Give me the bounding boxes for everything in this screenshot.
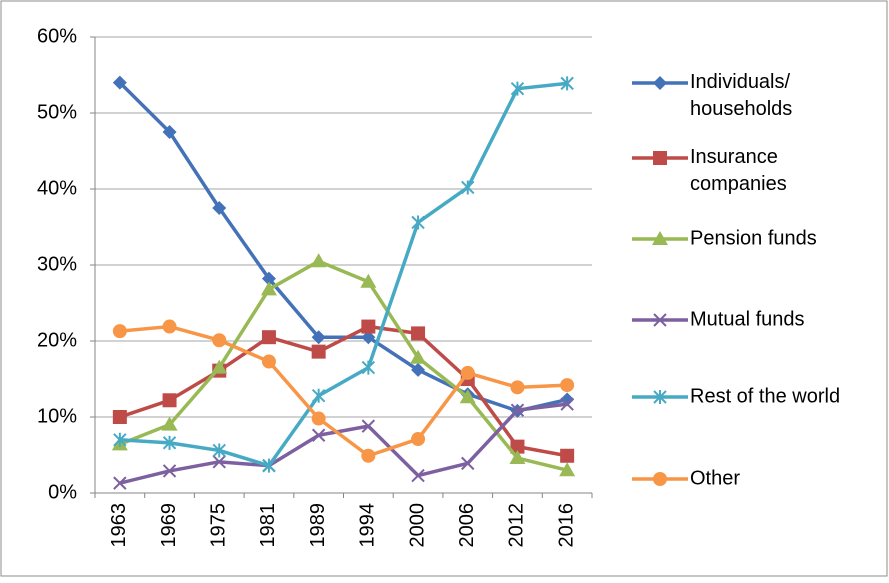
marker [261,271,276,286]
marker [560,397,574,411]
marker [653,151,667,165]
legend-label: Mutual funds [690,308,805,330]
marker [113,432,127,447]
y-tick-label: 20% [37,329,77,351]
marker [112,410,127,424]
y-tick-label: 0% [48,481,77,503]
y-tick-label: 30% [37,253,77,275]
marker [311,344,326,359]
x-tick-label: 1994 [357,503,379,548]
x-tick-label: 1969 [158,503,180,548]
marker [411,362,426,377]
y-tick-label: 50% [37,101,77,123]
x-tick-label: 2000 [406,503,428,548]
marker [361,319,376,334]
x-tick-label: 1975 [208,503,230,548]
legend-label: Individuals/households [690,71,792,120]
marker [361,330,376,345]
marker [560,448,575,463]
marker [113,476,127,490]
legend-label: Rest of the world [690,385,840,407]
y-tick-label: 60% [37,25,77,47]
marker [510,403,525,417]
marker [460,365,475,380]
marker [212,333,227,348]
legend-label: Pension funds [690,227,817,249]
marker [161,416,178,431]
marker [162,125,177,139]
marker [162,393,177,408]
marker [559,462,576,477]
marker [652,231,668,245]
y-tick-label: 10% [37,405,77,427]
marker [260,281,277,296]
marker [410,349,427,364]
series-line [119,324,568,458]
marker [411,215,425,230]
marker [112,324,127,339]
marker [461,180,475,195]
marker [212,455,226,469]
marker [262,458,276,473]
marker [361,419,376,433]
x-tick-label: 2012 [506,503,528,548]
y-tick-label: 40% [37,177,77,199]
x-tick-label: 2006 [456,503,478,548]
marker [212,443,226,458]
marker [653,472,667,486]
marker [510,380,525,395]
marker [211,359,228,374]
x-tick-label: 2016 [555,503,577,548]
x-tick-label: 1963 [108,503,130,548]
marker [653,390,667,404]
x-tick-label: 1989 [307,503,329,548]
marker [361,360,376,375]
marker [311,428,326,442]
series-line [119,402,568,485]
x-tick-label: 1981 [257,503,279,548]
legend-label: Other [690,467,740,489]
marker [411,326,426,341]
marker [162,435,177,450]
marker [360,273,377,288]
marker [310,253,327,268]
marker [261,354,276,369]
series-line [119,259,568,472]
series-line [119,81,568,468]
marker [311,411,326,426]
marker [112,75,127,90]
marker [411,432,426,447]
marker [311,330,326,345]
marker [459,389,476,404]
marker [162,319,177,334]
marker [509,450,526,465]
marker [411,468,425,483]
marker [361,448,376,463]
marker [212,201,227,215]
marker [560,378,575,393]
marker [560,76,574,91]
marker [311,388,326,403]
marker [461,456,475,471]
marker [653,313,667,327]
series-line [119,324,568,458]
legend-label: Insurance companies [690,146,787,195]
marker [510,439,525,454]
marker [261,330,276,345]
marker [162,464,177,478]
marker [510,81,525,96]
marker [653,76,667,90]
